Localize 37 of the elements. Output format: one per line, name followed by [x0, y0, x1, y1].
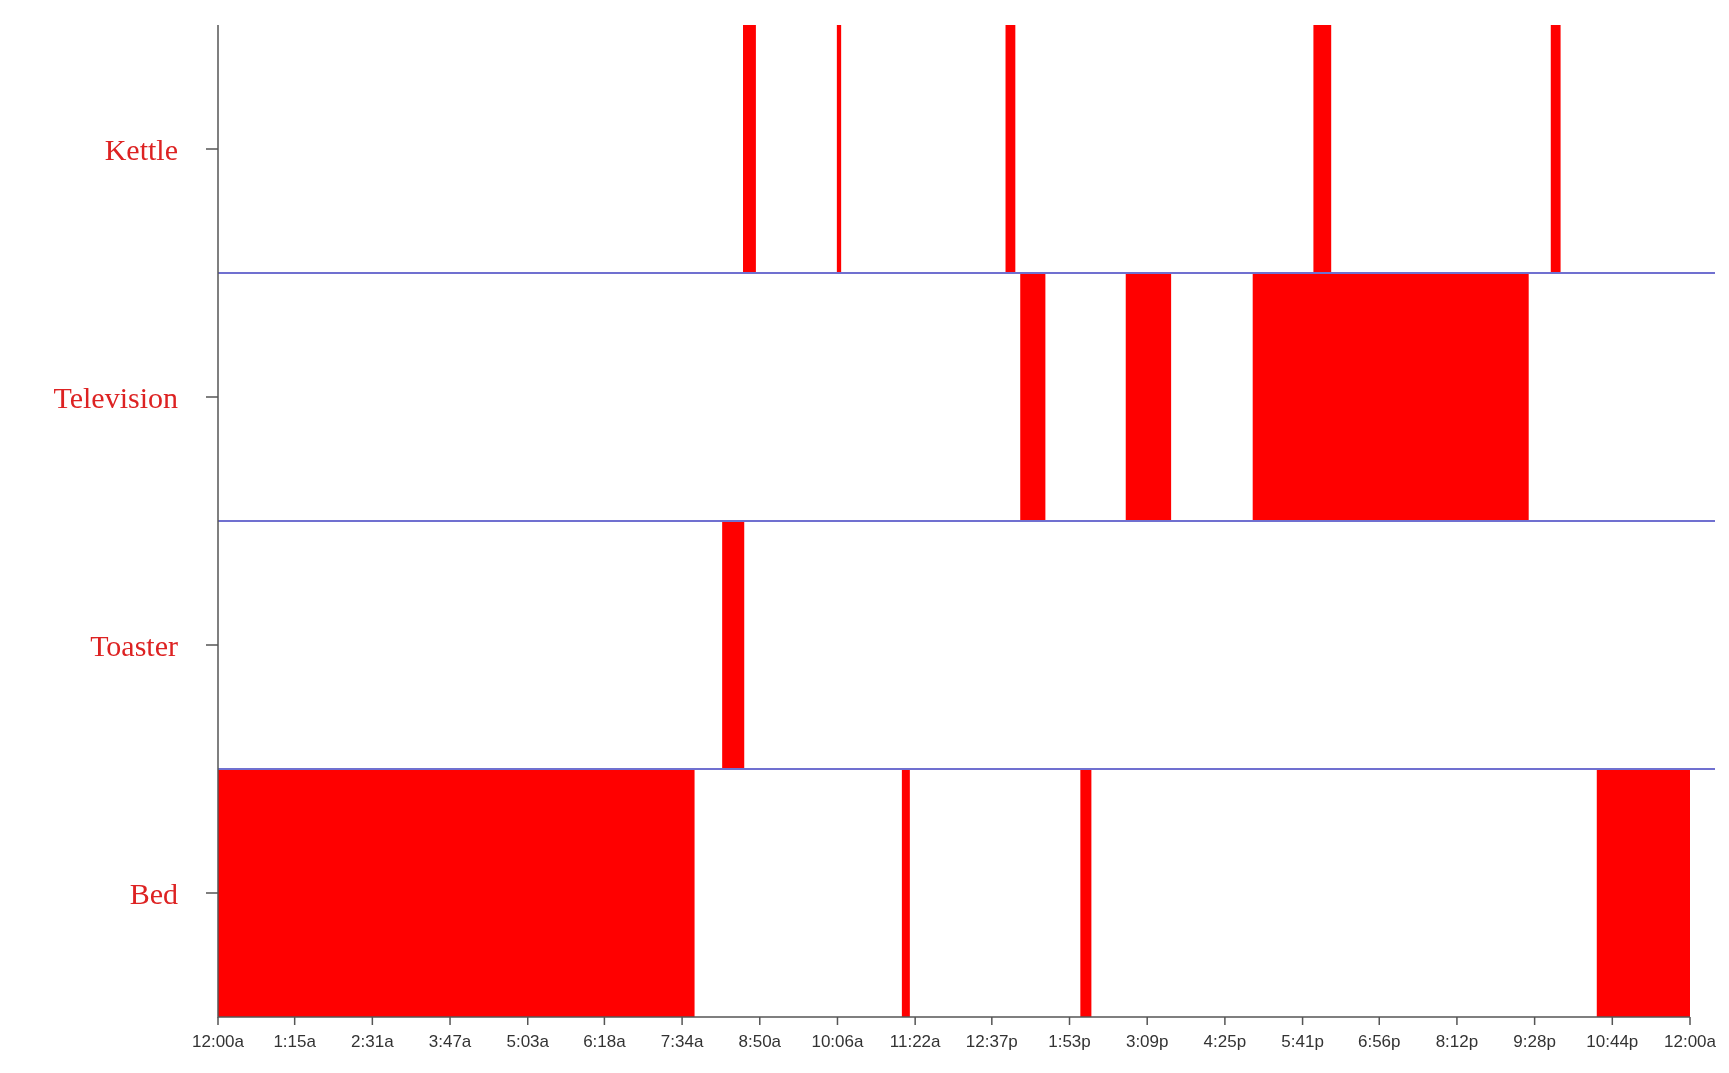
x-tick-label: 5:41p [1281, 1032, 1324, 1051]
x-tick-label: 10:06a [811, 1032, 865, 1051]
x-tick-label: 6:18a [583, 1032, 627, 1051]
y-tick-label: Bed [129, 876, 178, 910]
x-tick-label: 11:22a [889, 1032, 942, 1051]
bar [722, 521, 745, 769]
x-tick-label: 12:37p [965, 1032, 1018, 1051]
bar [1550, 25, 1561, 273]
x-tick-label: 4:25p [1203, 1032, 1247, 1051]
bar [1313, 25, 1332, 273]
x-tick-label: 8:50a [738, 1032, 782, 1051]
bar [1125, 273, 1172, 521]
bar [836, 25, 842, 273]
x-tick-label: 1:15a [273, 1032, 317, 1051]
x-tick-label: 3:09p [1125, 1032, 1169, 1051]
x-tick-label: 5:03a [506, 1032, 550, 1051]
y-tick-label: Television [53, 380, 178, 414]
x-tick-label: 7:34a [660, 1032, 704, 1051]
bar [901, 769, 910, 1017]
bar [743, 25, 756, 273]
y-tick-label: Toaster [90, 628, 178, 662]
x-tick-label: 12:00a [1664, 1032, 1717, 1051]
x-tick-label: 1:53p [1048, 1032, 1091, 1051]
bar [1596, 769, 1690, 1017]
bar [1080, 769, 1092, 1017]
x-tick-label: 9:28p [1513, 1032, 1556, 1051]
x-tick-label: 8:12p [1435, 1032, 1479, 1051]
bar [218, 769, 695, 1017]
bar [1252, 273, 1529, 521]
x-tick-label: 12:00a [192, 1032, 245, 1051]
y-tick-label: Kettle [104, 132, 178, 166]
x-tick-label: 6:56p [1357, 1032, 1401, 1051]
x-tick-label: 10:44p [1586, 1032, 1639, 1051]
x-tick-label: 3:47a [428, 1032, 472, 1051]
x-tick-label: 2:31a [351, 1032, 395, 1051]
bar [1020, 273, 1046, 521]
bar [1005, 25, 1016, 273]
